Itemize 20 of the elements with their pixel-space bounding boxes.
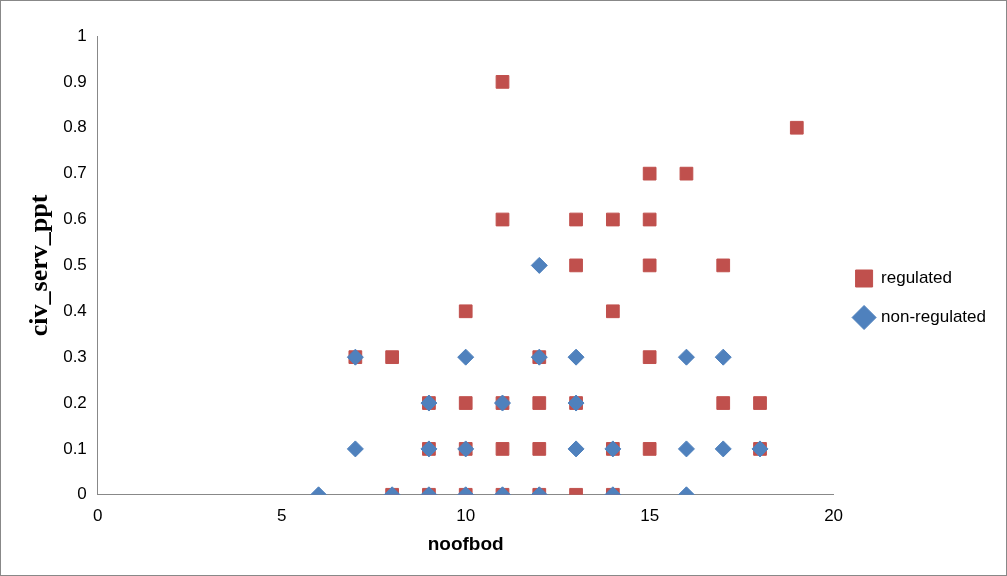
- y-tick-label: 0.3: [63, 346, 87, 366]
- x-tick-label: 5: [277, 505, 287, 525]
- y-tick-label: 0.9: [63, 71, 87, 91]
- x-tick-label: 0: [93, 505, 103, 525]
- x-tick-label: 15: [640, 505, 660, 525]
- legend-label: regulated: [881, 268, 952, 288]
- y-tick-label: 0.2: [63, 392, 87, 412]
- x-axis-title: noofbod: [427, 532, 504, 554]
- x-tick-label: 10: [456, 505, 476, 525]
- y-tick-label: 0.6: [63, 209, 87, 229]
- y-tick-label: 0.5: [63, 255, 87, 275]
- y-tick-label: 0.4: [63, 300, 87, 320]
- x-tick-label: 20: [824, 505, 844, 525]
- legend-label: non-regulated: [881, 307, 987, 327]
- y-tick-label: 1: [77, 25, 87, 45]
- y-tick-label: 0.7: [63, 163, 87, 183]
- y-tick-label: 0.1: [63, 438, 87, 458]
- y-axis-title: civ_serv_ppt: [24, 194, 54, 337]
- y-tick-label: 0: [77, 484, 87, 504]
- y-tick-label: 0.8: [63, 117, 87, 137]
